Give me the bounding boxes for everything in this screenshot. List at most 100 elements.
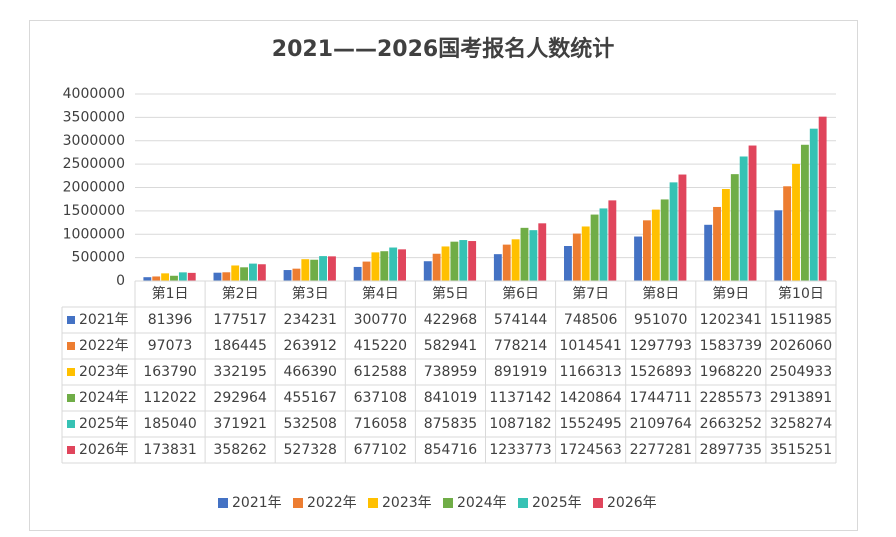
table-cell: 466390 [284,364,337,380]
bar [319,256,328,281]
table-cell: 2663252 [700,416,762,432]
table-cell: 841019 [424,390,477,406]
bar [590,214,599,281]
table-cell: 612588 [354,364,407,380]
table-cell: 2504933 [770,364,832,380]
y-tick-label: 3500000 [63,109,125,125]
table-cell: 748506 [564,312,618,328]
bar [774,210,783,281]
y-tick-label: 0 [116,273,125,289]
table-cell: 574144 [494,312,548,328]
bar [178,272,187,281]
table-series-name: 2025年 [79,416,129,432]
bar [310,259,319,281]
bar [231,265,240,281]
table-cell: 2913891 [770,390,832,406]
bar [529,230,538,281]
table-cell: 292964 [213,390,267,406]
legend-label: 2026年 [607,495,657,511]
bar [739,156,748,281]
legend-key [443,498,453,508]
bar [520,227,529,281]
table-legend-key [67,446,75,454]
table-cell: 185040 [143,416,196,432]
bar [564,246,572,281]
table-cell: 3258274 [770,416,832,432]
legend-label: 2023年 [382,495,432,511]
bar [599,208,608,281]
table-cell: 455167 [284,390,337,406]
bar [502,244,511,281]
bar [450,241,459,281]
bar [222,272,231,281]
table-cell: 891919 [494,364,547,380]
x-tick-label: 第6日 [502,285,539,302]
table-cell: 951070 [634,312,687,328]
bar [371,252,380,281]
bar [704,224,713,281]
legend-key [368,498,378,508]
table-cell: 173831 [143,442,196,458]
bar [301,259,310,281]
legend-label: 2022年 [307,495,357,511]
legend-key [218,498,228,508]
table-cell: 778214 [494,338,548,354]
table-cell: 263912 [284,338,337,354]
table-legend-key [67,368,75,376]
table-cell: 532508 [284,416,337,432]
bar [432,253,441,281]
bar [362,261,371,281]
table-cell: 1137142 [489,390,551,406]
bar [143,277,152,281]
table-cell: 1968220 [700,364,762,380]
bar [581,226,590,281]
y-tick-label: 500000 [72,250,125,266]
table-series-name: 2026年 [79,442,129,458]
table-cell: 1297793 [630,338,692,354]
table-cell: 415220 [354,338,407,354]
x-tick-label: 第5日 [432,285,469,302]
bar [713,206,721,281]
table-cell: 527328 [284,442,337,458]
bar [353,266,362,281]
bar [608,200,617,281]
y-tick-label: 1000000 [63,226,125,242]
table-legend-key [67,342,75,350]
bar [783,186,792,281]
bar [170,275,178,281]
x-tick-label: 第2日 [222,285,259,302]
bar [257,264,266,281]
table-cell: 234231 [284,312,337,328]
table-cell: 1166313 [559,364,621,380]
x-tick-label: 第7日 [572,285,609,302]
table-cell: 81396 [148,312,193,328]
bar [748,145,757,281]
table-cell: 582941 [424,338,477,354]
legend-label: 2025年 [532,495,582,511]
table-cell: 875835 [424,416,477,432]
table-series-name: 2021年 [79,312,129,328]
table-cell: 1233773 [489,442,551,458]
table-cell: 371921 [213,416,266,432]
bar [468,241,477,281]
bar [398,249,406,281]
bar [538,223,547,281]
bar [292,268,301,281]
table-cell: 677102 [354,442,407,458]
bar [651,209,660,281]
table-cell: 2285573 [700,390,762,406]
legend-label: 2024年 [457,495,507,511]
legend-key [293,498,303,508]
bar [459,240,468,281]
bar [240,267,249,281]
table-cell: 422968 [424,312,477,328]
bar [809,128,818,281]
legend-key [518,498,528,508]
x-tick-label: 第10日 [778,285,824,302]
table-cell: 112022 [143,390,196,406]
table-cell: 2109764 [630,416,692,432]
x-tick-label: 第3日 [292,285,329,302]
bar [423,261,432,281]
bar [792,163,800,281]
